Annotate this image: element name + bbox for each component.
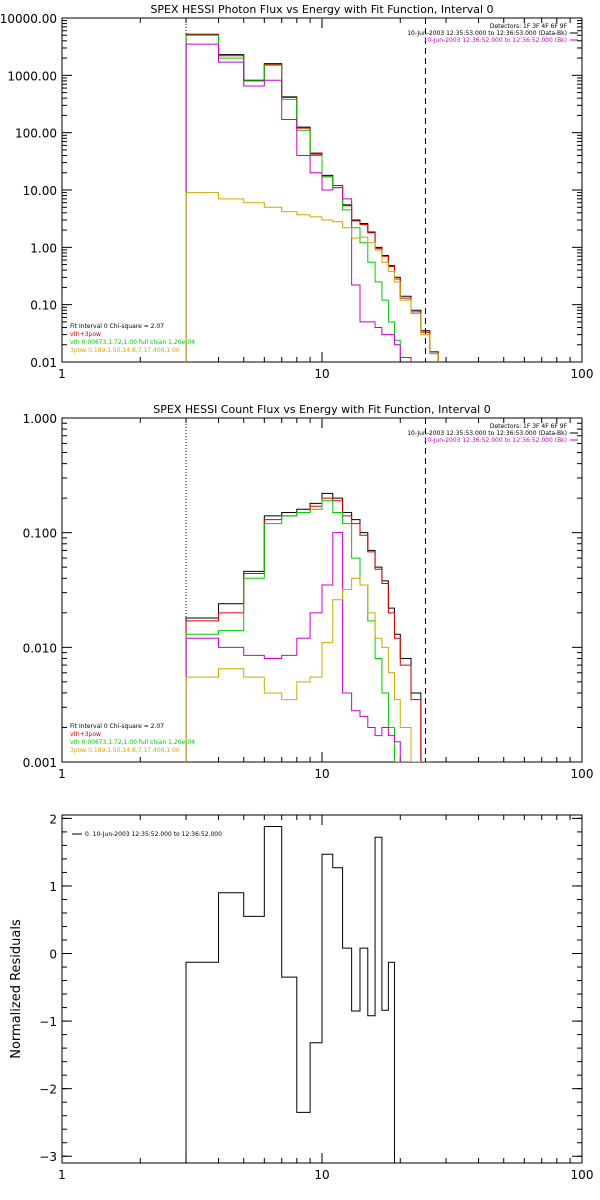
y-tick-label: 0.01 (30, 356, 57, 370)
y-tick-label: 10.00 (23, 184, 57, 198)
series-line-4 (185, 577, 422, 762)
fit-legend-text: 3pow 0.189,1.50,14.8,7.17,400,1.00 (70, 347, 180, 354)
series-line-0 (185, 825, 431, 1163)
x-tick-label: 1 (58, 767, 66, 781)
info-text: 10-Jun-2003 12:36:52.000 to 12:36:52.000… (424, 437, 567, 444)
info-text: 10-Jun-2003 12:35:53.000 to 12:36:53.000… (407, 430, 567, 437)
x-tick-label: 100 (571, 767, 594, 781)
y-tick-label: −3 (39, 1150, 57, 1164)
info-text: 10-Jun-2003 12:36:52.000 to 12:36:52.000… (424, 37, 567, 44)
y-axis-label: Normalized Residuals (9, 919, 24, 1059)
y-tick-label: 0.100 (23, 527, 57, 541)
info-text: Detectors: 1F 3F 4F 6F 9F (490, 23, 568, 30)
series-line-1 (185, 497, 431, 762)
y-tick-label: 10000.00 (0, 12, 57, 26)
y-tick-label: 0.10 (30, 299, 57, 313)
chart-panel-2: 1 10 100 −3 −2 −1 0 1 2 Normalized Residuals 0. 10… (9, 812, 593, 1182)
series-line-4 (185, 192, 439, 362)
x-tick-label: 10 (314, 367, 329, 381)
fit-legend-text: vth+3pow (70, 331, 101, 338)
x-tick-label: 1 (58, 367, 66, 381)
chart-panel-1: SPEX HESSI Count Flux vs Energy with Fit… (23, 403, 594, 781)
y-tick-label: 1.00 (30, 241, 57, 255)
series-line-1 (185, 34, 439, 362)
chart-title: SPEX HESSI Count Flux vs Energy with Fit… (153, 403, 490, 416)
y-tick-label: 100.00 (15, 127, 57, 141)
x-tick-label: 10 (314, 767, 329, 781)
fit-legend-text: vth 0.00673,1.72,1.00 full chian 1.26e-0… (70, 339, 195, 346)
y-tick-label: 2 (49, 812, 57, 826)
y-tick-label: −1 (39, 1015, 57, 1029)
fit-legend-text: 3pow 0.189,1.50,14.8,7.17,400,1.00 (70, 747, 180, 754)
x-tick-label: 1 (58, 1168, 66, 1182)
y-tick-label: 0.001 (23, 756, 57, 770)
chart-panel-0: SPEX HESSI Photon Flux vs Energy with Fi… (0, 3, 594, 381)
series-group (185, 492, 431, 762)
series-line-2 (185, 500, 401, 762)
y-tick-label: 1000.00 (7, 69, 57, 83)
fit-legend-text: Fit Interval 0 Chi-square = 2.07 (70, 723, 164, 730)
x-tick-label: 100 (571, 1168, 594, 1182)
legend-text: 0. 10-Jun-2003 12:35:52.000 to 12:36:52.… (85, 831, 222, 838)
y-tick-label: 0.010 (23, 641, 57, 655)
series-line-2 (185, 34, 412, 362)
x-tick-label: 10 (314, 1168, 329, 1182)
fit-legend-text: vth 0.00673,1.72,1.00 full chian 1.26e-0… (70, 739, 195, 746)
info-text: 10-Jun-2003 12:35:53.000 to 12:36:53.000… (407, 30, 567, 37)
series-group (185, 825, 431, 1163)
chart-title: SPEX HESSI Photon Flux vs Energy with Fi… (150, 3, 493, 16)
y-tick-label: 1.000 (23, 412, 57, 426)
series-group (185, 33, 439, 362)
y-tick-label: −2 (39, 1083, 57, 1097)
fit-legend-text: vth+3pow (70, 731, 101, 738)
y-tick-label: 0 (49, 948, 57, 962)
x-tick-label: 100 (571, 367, 594, 381)
series-line-3 (185, 532, 412, 762)
series-line-0 (185, 33, 439, 362)
info-text: Detectors: 1F 3F 4F 6F 9F (490, 423, 568, 430)
y-tick-label: 1 (49, 880, 57, 894)
fit-legend-text: Fit Interval 0 Chi-square = 2.07 (70, 323, 164, 330)
series-line-3 (185, 43, 412, 362)
